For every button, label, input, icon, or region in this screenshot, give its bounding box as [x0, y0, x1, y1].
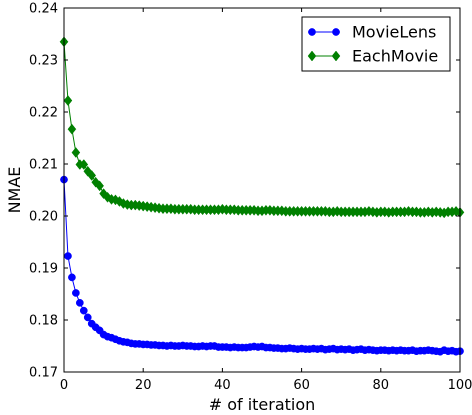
x-tick-label: 80	[373, 378, 390, 393]
series-movielens	[60, 175, 464, 356]
data-point-movielens	[75, 298, 84, 307]
legend-marker-eachmovie	[331, 50, 341, 62]
legend-label-movielens: MovieLens	[352, 23, 436, 42]
x-axis-label: # of iteration	[209, 395, 316, 414]
data-point-eachmovie	[95, 180, 104, 192]
legend-marker-movielens	[308, 28, 316, 36]
y-tick-label: 0.24	[29, 2, 58, 17]
y-tick-label: 0.23	[29, 54, 58, 69]
legend-marker-eachmovie	[307, 50, 317, 62]
data-point-movielens	[68, 273, 76, 282]
legend-box	[301, 16, 451, 72]
x-tick-label: 40	[214, 378, 231, 393]
y-tick-label: 0.21	[29, 158, 58, 173]
data-point-movielens	[72, 289, 80, 297]
data-point-eachmovie	[71, 147, 81, 158]
y-tick-label: 0.22	[29, 106, 58, 121]
series-eachmovie	[59, 36, 465, 219]
data-point-movielens	[79, 306, 88, 315]
y-tick-label: 0.17	[29, 366, 58, 381]
data-point-eachmovie	[63, 95, 73, 106]
data-point-eachmovie	[67, 123, 77, 135]
axis-ticks: 0 20 40 60 80 100 0.17 0.18 0.19 0.20 0.21 0.22 0.23…	[29, 2, 472, 394]
legend: MovieLens EachMovie	[301, 16, 451, 72]
y-tick-label: 0.19	[29, 262, 58, 277]
y-tick-label: 0.18	[29, 314, 58, 329]
data-point-eachmovie	[79, 159, 89, 170]
legend-marker-movielens	[332, 28, 340, 36]
legend-label-eachmovie: EachMovie	[352, 47, 438, 66]
x-tick-label: 100	[448, 378, 472, 393]
x-tick-label: 60	[293, 378, 310, 393]
y-tick-label: 0.20	[29, 210, 58, 225]
data-point-movielens	[64, 252, 72, 260]
plot-area	[59, 36, 465, 356]
x-tick-label: 20	[135, 378, 152, 393]
y-axis-label: NMAE	[5, 167, 24, 214]
data-point-eachmovie	[87, 170, 97, 181]
plot-frame	[63, 7, 461, 373]
x-tick-label: 0	[60, 378, 68, 393]
data-point-movielens	[83, 313, 92, 322]
